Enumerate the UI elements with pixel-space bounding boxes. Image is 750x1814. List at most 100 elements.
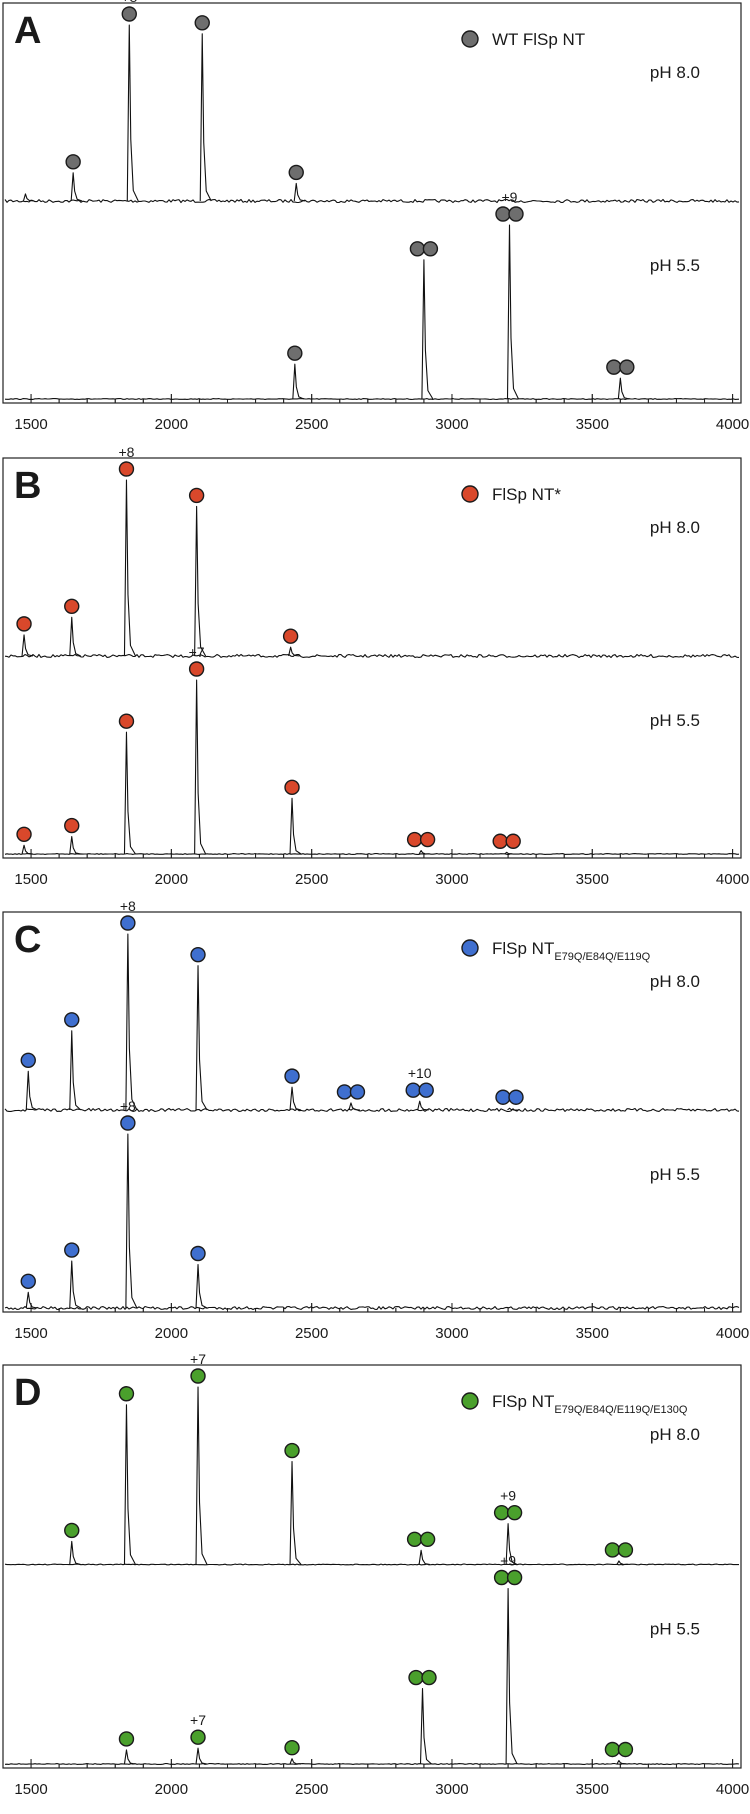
legend-label: FlSp NTE79Q/E84Q/E119Q <box>492 939 651 963</box>
x-tick-label: 3000 <box>435 871 468 888</box>
peak <box>69 836 81 855</box>
panel-frame <box>2 911 742 1313</box>
charge-label: +8 <box>120 1098 136 1114</box>
monomer-marker <box>287 345 303 361</box>
peak <box>199 33 212 202</box>
monomer-marker <box>188 487 205 504</box>
dimer-marker <box>349 1084 366 1100</box>
spectrum-80: pH 8.0 +8 <box>4 444 740 659</box>
monomer-marker <box>118 713 135 729</box>
peak <box>505 1587 518 1765</box>
x-tick-label: 4000 <box>716 871 749 888</box>
condition-label: pH 8.0 <box>650 63 700 82</box>
condition-label: pH 8.0 <box>650 518 700 537</box>
charge-label: +10 <box>408 1065 432 1081</box>
peak <box>194 505 207 657</box>
baseline-trace <box>4 653 740 659</box>
x-tick-label: 4000 <box>716 1325 749 1342</box>
panel-d: D FlSp NTE79Q/E84Q/E119Q/E130Q 1500 2000 250… <box>2 1351 749 1798</box>
peak <box>69 1260 82 1309</box>
legend-marker <box>461 30 479 48</box>
peak <box>123 479 136 657</box>
dimer-marker <box>617 1741 634 1758</box>
dimer-marker <box>495 1089 511 1105</box>
monomer-marker <box>282 628 299 644</box>
x-tick-label: 2500 <box>295 1781 328 1798</box>
legend-marker <box>461 939 479 957</box>
x-tick-label: 1500 <box>14 1325 47 1342</box>
peak <box>195 1263 208 1309</box>
monomer-marker <box>118 461 135 477</box>
legend: FlSp NT* <box>461 485 561 504</box>
peak <box>417 1100 429 1111</box>
monomer-marker <box>20 1052 36 1068</box>
baseline-trace <box>4 853 740 855</box>
dimer-marker <box>506 1569 523 1586</box>
dimer-marker <box>505 833 521 849</box>
legend-subscript: E79Q/E84Q/E119Q <box>554 951 650 963</box>
x-axis: 1500 2000 2500 3000 3500 4000 <box>2 394 749 433</box>
x-tick-label: 1500 <box>14 416 47 433</box>
monomer-marker <box>64 1522 80 1539</box>
x-tick-label: 2500 <box>295 1325 328 1342</box>
peak <box>289 797 302 855</box>
x-tick-label: 2000 <box>155 1781 188 1798</box>
peak <box>504 851 516 855</box>
x-tick-label: 1500 <box>14 871 47 888</box>
peak <box>293 182 306 202</box>
charge-label: +9 <box>500 1488 516 1504</box>
peak <box>126 24 139 202</box>
dimer-marker <box>419 1531 436 1548</box>
monomer-marker <box>64 817 80 834</box>
panel-frame <box>2 1364 742 1769</box>
peak <box>506 224 519 400</box>
condition-label: pH 5.5 <box>650 1620 700 1639</box>
peak <box>505 1523 518 1565</box>
monomer-marker <box>190 1729 206 1745</box>
monomer-marker <box>188 661 205 677</box>
x-tick-label: 2000 <box>155 871 188 888</box>
dimer-marker <box>604 1542 621 1558</box>
x-tick-label: 3000 <box>435 416 468 433</box>
peak <box>195 1386 208 1565</box>
legend-subscript: E79Q/E84Q/E119Q/E130Q <box>554 1404 688 1416</box>
monomer-marker <box>190 1245 206 1262</box>
panel-letter: A <box>14 10 41 52</box>
legend-label: FlSp NT* <box>492 485 561 504</box>
x-tick-label: 3500 <box>576 1781 609 1798</box>
peak <box>289 1461 302 1565</box>
peak <box>195 965 208 1111</box>
x-tick-label: 1500 <box>14 1781 47 1798</box>
monomer-marker <box>20 1273 36 1290</box>
x-tick-label: 4000 <box>716 416 749 433</box>
monomer-marker <box>16 826 32 842</box>
panel-b: B FlSp NT* 1500 2000 2500 3000 3500 4000 pH 8.0 +… <box>2 444 749 888</box>
baseline-trace <box>4 1305 740 1311</box>
legend: FlSp NTE79Q/E84Q/E119Q <box>461 939 651 963</box>
peak <box>69 1030 82 1111</box>
dimer-marker <box>409 241 426 257</box>
charge-label: +7 <box>190 1351 206 1367</box>
x-axis: 1500 2000 2500 3000 3500 4000 <box>2 849 749 888</box>
x-axis: 1500 2000 2500 3000 3500 4000 <box>2 1759 749 1798</box>
peak <box>421 259 434 400</box>
monomer-marker <box>284 1068 300 1084</box>
monomer-marker <box>194 15 210 31</box>
charge-label: +8 <box>121 0 137 5</box>
dimer-marker <box>508 1089 524 1105</box>
x-tick-label: 2000 <box>155 1325 188 1342</box>
baseline-trace <box>4 398 740 400</box>
baseline-trace <box>4 1107 740 1113</box>
charge-label: +8 <box>118 444 134 460</box>
peak <box>22 193 35 202</box>
charge-label: +9 <box>500 1553 516 1569</box>
spectrum-80: pH 8.0 +7 +9 <box>4 1351 740 1566</box>
monomer-marker <box>190 1368 206 1384</box>
peak <box>123 1404 136 1565</box>
peak <box>616 1759 628 1765</box>
dimer-marker <box>495 206 511 222</box>
monomer-marker <box>288 164 304 181</box>
x-tick-label: 3000 <box>435 1781 468 1798</box>
monomer-marker <box>284 779 300 796</box>
